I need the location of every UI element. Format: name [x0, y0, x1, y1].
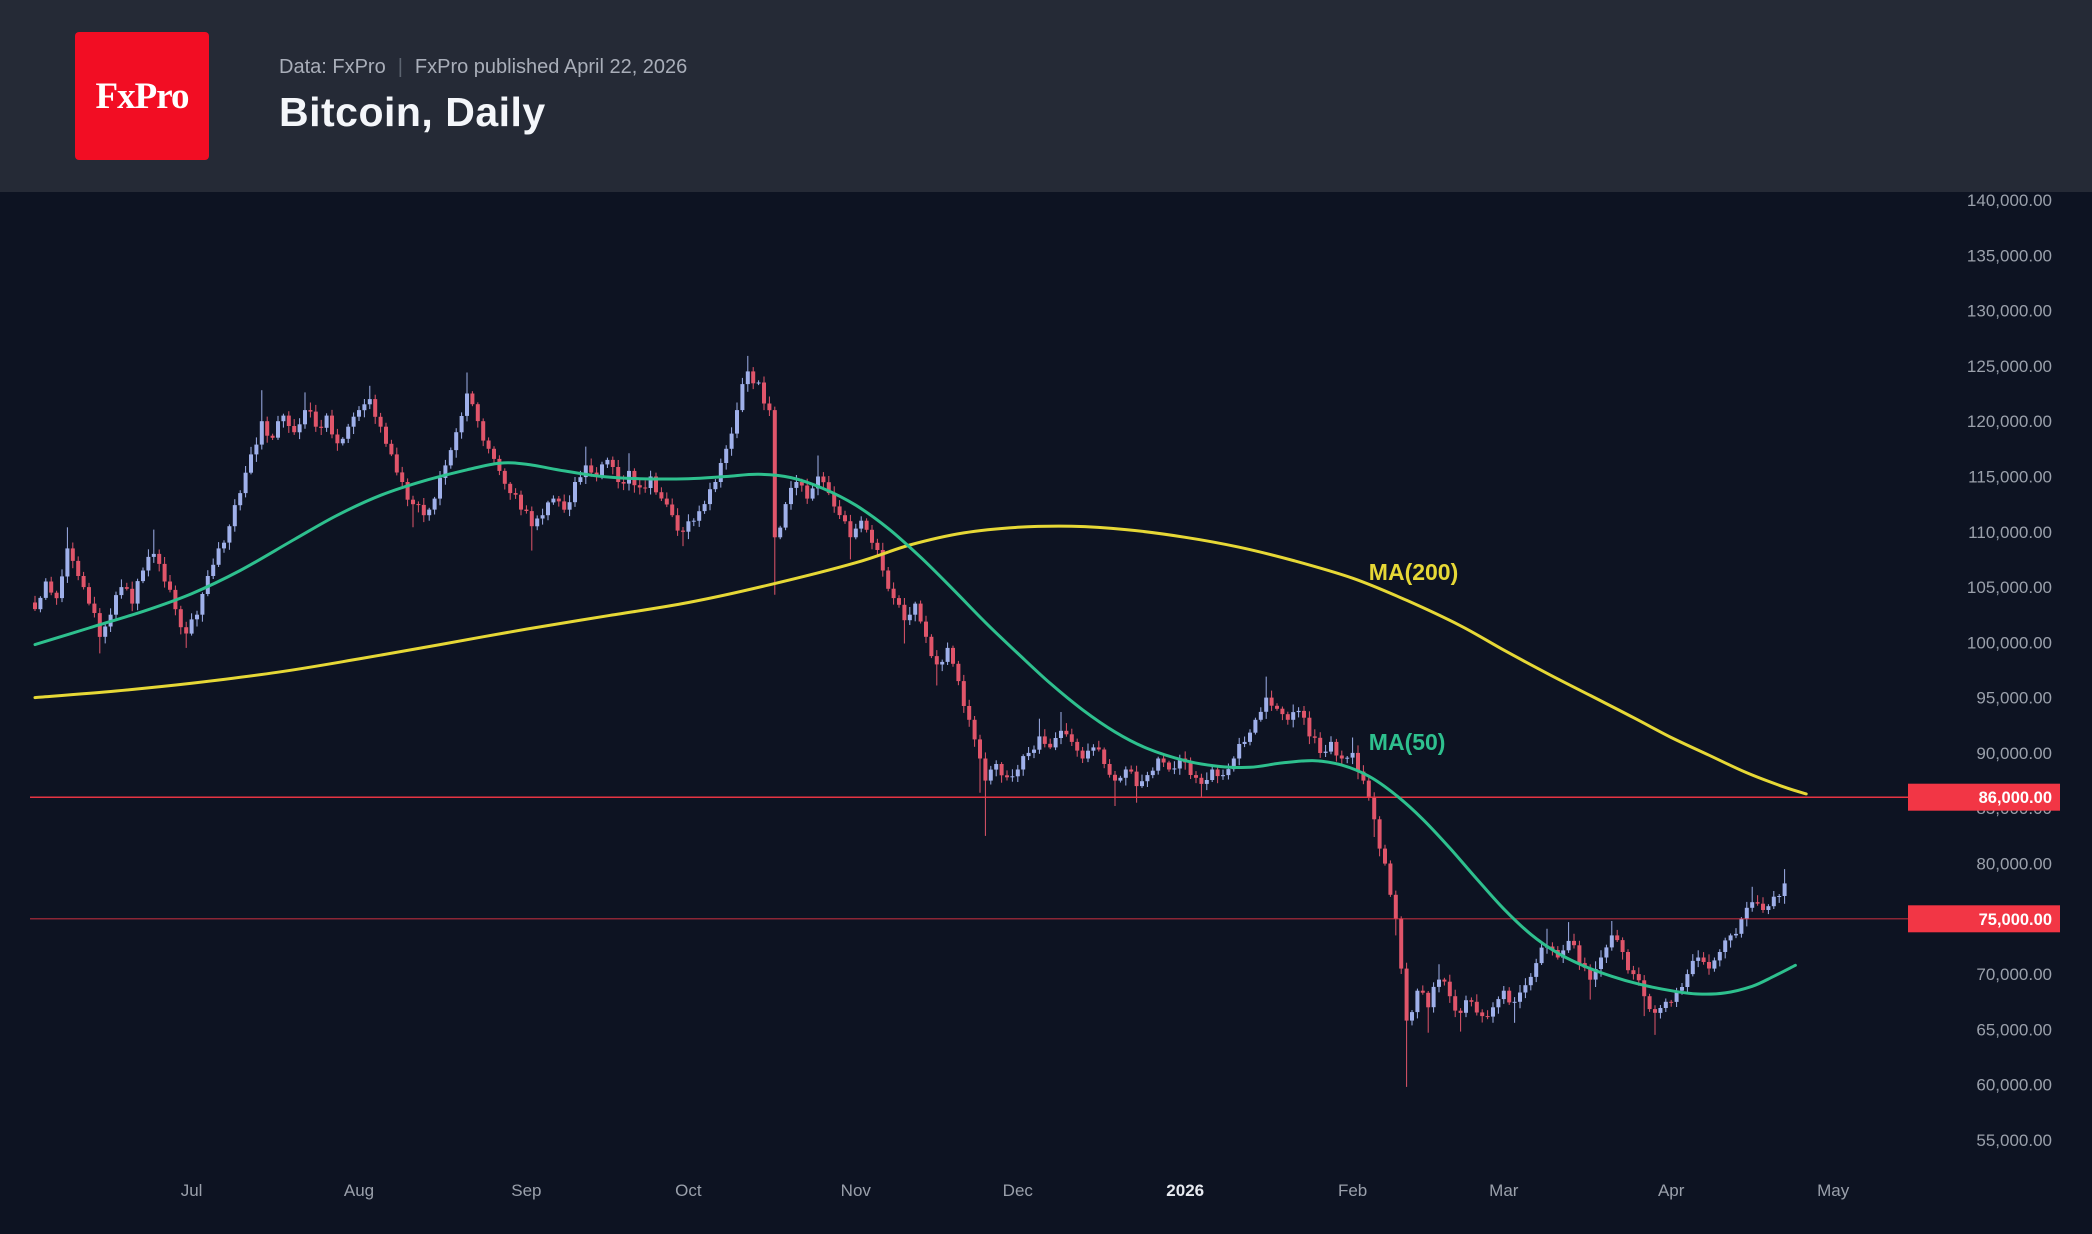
- svg-text:2026: 2026: [1166, 1181, 1204, 1200]
- svg-text:125,000.00: 125,000.00: [1967, 357, 2052, 376]
- price-level-badge: 86,000.00: [1908, 783, 2060, 811]
- svg-text:100,000.00: 100,000.00: [1967, 633, 2052, 652]
- svg-text:130,000.00: 130,000.00: [1967, 302, 2052, 321]
- svg-text:80,000.00: 80,000.00: [1976, 855, 2052, 874]
- svg-text:Sep: Sep: [511, 1181, 541, 1200]
- svg-text:Nov: Nov: [841, 1181, 872, 1200]
- ma200-label: MA(200): [1369, 559, 1458, 585]
- candlestick-chart[interactable]: 140,000.00 135,000.00 130,000.00 125,000.00…: [0, 192, 2092, 1234]
- chart-header: FxPro Data: FxPro | FxPro published April …: [0, 0, 2092, 192]
- y-axis-labels: 140,000.00 135,000.00 130,000.00 125,000.00…: [1967, 192, 2052, 1150]
- price-level-badge: 75,000.00: [1908, 905, 2060, 933]
- svg-text:135,000.00: 135,000.00: [1967, 246, 2052, 265]
- fxpro-logo-text: FxPro: [95, 75, 190, 117]
- data-source-label: Data: FxPro: [279, 56, 386, 78]
- svg-text:110,000.00: 110,000.00: [1968, 523, 2052, 542]
- ma50-label: MA(50): [1369, 729, 1446, 755]
- svg-text:Apr: Apr: [1658, 1181, 1685, 1200]
- chart-title: Bitcoin, Daily: [279, 89, 546, 135]
- svg-text:115,000.00: 115,000.00: [1968, 467, 2052, 486]
- svg-text:Jul: Jul: [181, 1181, 203, 1200]
- svg-text:May: May: [1817, 1181, 1850, 1200]
- svg-text:75,000.00: 75,000.00: [1979, 911, 2052, 929]
- x-axis-labels: Jul Aug Sep Oct Nov Dec 2026 Feb Mar Apr May: [181, 1181, 1850, 1200]
- header-text-block: Data: FxPro | FxPro published April 22, 20…: [279, 56, 687, 136]
- svg-text:Dec: Dec: [1003, 1181, 1034, 1200]
- svg-text:Mar: Mar: [1489, 1181, 1519, 1200]
- svg-text:Aug: Aug: [344, 1181, 374, 1200]
- fxpro-logo: FxPro: [75, 32, 209, 160]
- separator: |: [397, 56, 403, 78]
- source-line: Data: FxPro | FxPro published April 22, 20…: [279, 56, 687, 79]
- published-label: FxPro published April 22, 2026: [414, 56, 688, 78]
- svg-text:Feb: Feb: [1338, 1181, 1367, 1200]
- svg-text:60,000.00: 60,000.00: [1976, 1076, 2052, 1095]
- svg-text:120,000.00: 120,000.00: [1967, 412, 2052, 431]
- svg-text:95,000.00: 95,000.00: [1976, 689, 2052, 708]
- ma200-line[interactable]: [33, 524, 1808, 796]
- svg-text:90,000.00: 90,000.00: [1976, 744, 2052, 763]
- candles: [33, 355, 1787, 1087]
- svg-text:140,000.00: 140,000.00: [1967, 192, 2052, 210]
- svg-text:70,000.00: 70,000.00: [1976, 965, 2052, 984]
- svg-text:Oct: Oct: [675, 1181, 702, 1200]
- ma50-line[interactable]: [33, 461, 1797, 996]
- svg-text:105,000.00: 105,000.00: [1967, 578, 2052, 597]
- svg-text:55,000.00: 55,000.00: [1976, 1131, 2052, 1150]
- svg-text:65,000.00: 65,000.00: [1976, 1020, 2052, 1039]
- svg-text:86,000.00: 86,000.00: [1979, 789, 2052, 807]
